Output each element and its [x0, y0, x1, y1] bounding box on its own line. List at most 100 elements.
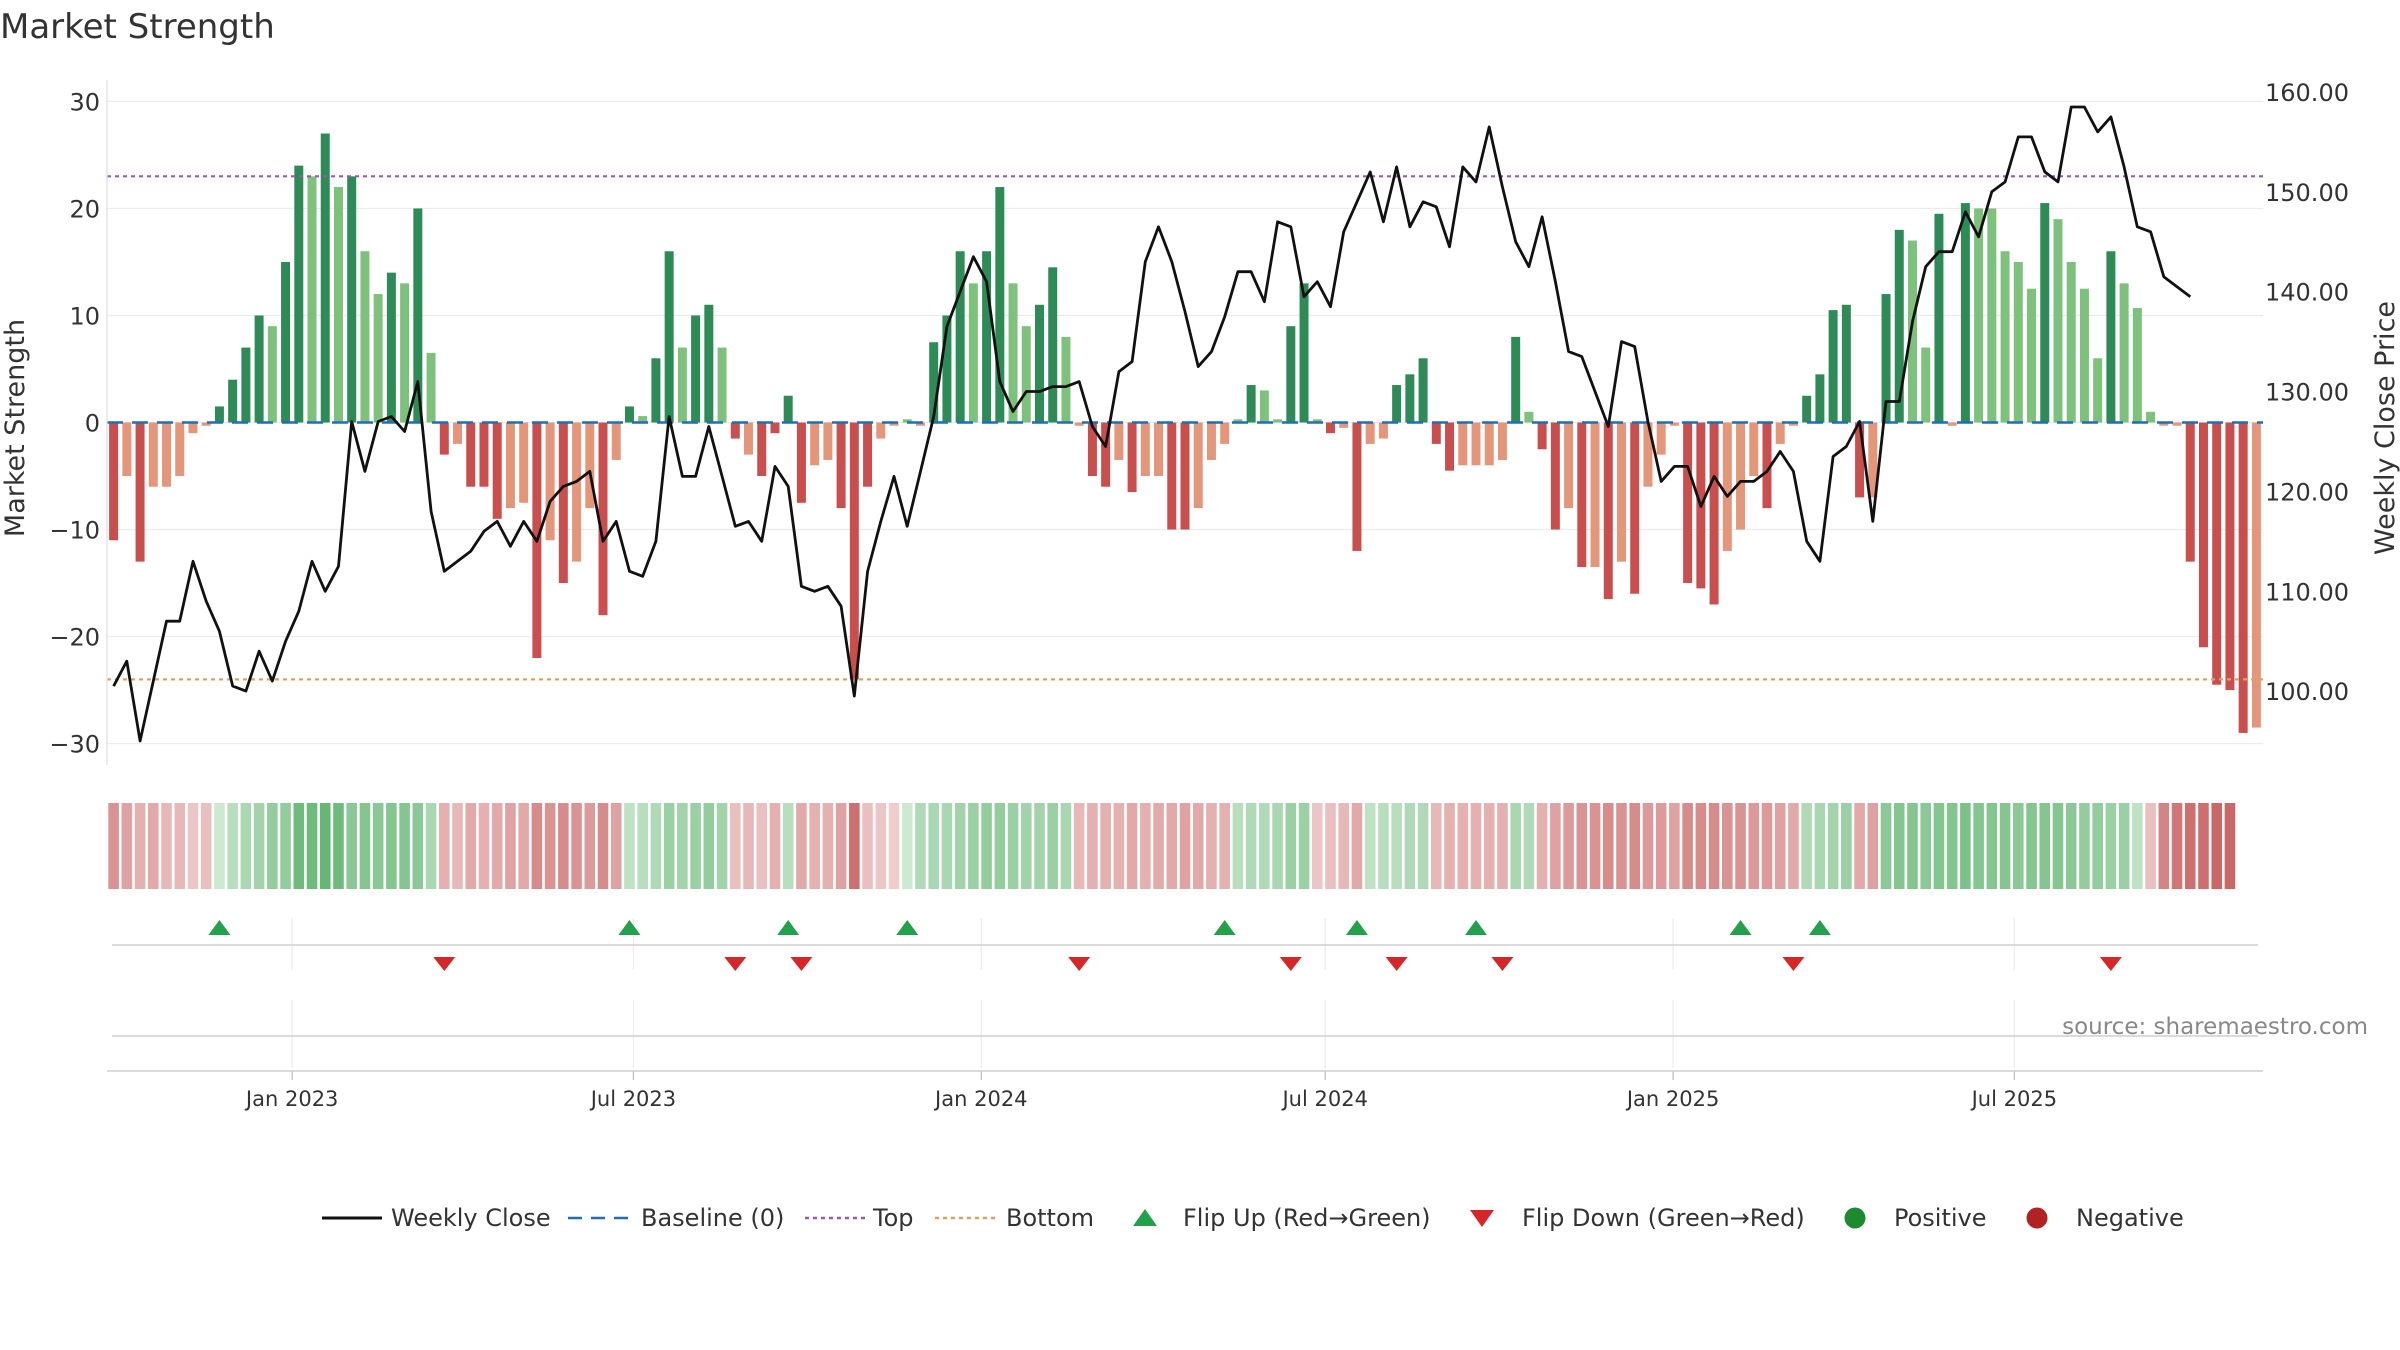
band-cell	[1034, 803, 1045, 889]
band-cell	[1801, 803, 1812, 889]
band-cell	[1457, 803, 1469, 889]
strength-bar	[1934, 213, 1944, 423]
band-cell	[1073, 803, 1085, 889]
band-cell	[1920, 803, 1932, 889]
strength-bar	[175, 422, 185, 477]
strength-bar	[1021, 326, 1031, 423]
strength-bar	[2225, 422, 2235, 691]
strength-bar	[1246, 385, 1256, 423]
band-cell	[1682, 803, 1693, 889]
strength-bar	[1749, 422, 1759, 477]
x-tick-label: Jul 2023	[589, 1087, 676, 1111]
band-cell	[306, 803, 318, 889]
y-right-tick-label: 140.00	[2265, 279, 2349, 307]
band-cell	[333, 803, 344, 889]
strength-bar	[889, 422, 899, 426]
band-cell	[637, 803, 648, 889]
strength-bar	[122, 422, 132, 477]
band-cell	[1060, 803, 1072, 889]
strength-bar	[214, 406, 224, 423]
strength-bar	[1074, 422, 1084, 426]
band-cell	[121, 803, 133, 889]
band-cell	[386, 803, 397, 889]
band-cell	[1431, 803, 1442, 889]
band-cell	[1602, 803, 1614, 889]
y-left-tick-label: −20	[49, 624, 100, 652]
legend-weekly-close-label: Weekly Close	[391, 1204, 551, 1232]
strength-bar	[2251, 422, 2261, 728]
strength-bar	[1325, 422, 1335, 434]
strength-bar	[426, 352, 436, 423]
strength-bar	[188, 422, 198, 434]
band-cell	[1192, 803, 1204, 889]
strength-bar	[611, 422, 621, 460]
band-cell	[174, 803, 186, 889]
legend-flip-up-swatch	[1133, 1209, 1157, 1226]
strength-band	[108, 803, 2236, 889]
strength-bar	[1907, 240, 1917, 423]
band-cell	[1814, 803, 1826, 889]
y-left-tick-label: 0	[85, 410, 100, 438]
band-cell	[716, 803, 728, 889]
legend: Weekly Close Baseline (0) Top Bottom Flip Up…	[322, 1204, 2184, 1232]
level-lines	[107, 175, 2263, 681]
band-cell	[1047, 803, 1059, 889]
band-cell	[452, 803, 463, 889]
strength-bar	[2146, 411, 2156, 423]
band-cell	[2105, 803, 2117, 889]
band-cell	[1245, 803, 1257, 889]
band-cell	[2158, 803, 2170, 889]
strength-bar	[783, 395, 793, 423]
band-cell	[2171, 803, 2183, 889]
band-cell	[1007, 803, 1019, 889]
strength-bar	[162, 422, 172, 487]
band-cell	[981, 803, 992, 889]
band-cell	[148, 803, 159, 889]
band-cell	[1854, 803, 1865, 889]
band-cell	[2145, 803, 2156, 889]
band-cell	[809, 803, 820, 889]
band-cell	[2092, 803, 2103, 889]
strength-bar	[1392, 385, 1402, 423]
band-cell	[359, 803, 371, 889]
strength-bar	[2079, 288, 2089, 423]
band-cell	[399, 803, 410, 889]
band-cell	[2118, 803, 2130, 889]
strength-bar	[929, 342, 939, 423]
strength-bar	[1048, 267, 1058, 423]
strength-bar	[1233, 419, 1243, 423]
band-cell	[1946, 803, 1958, 889]
band-cell	[756, 803, 768, 889]
band-cell	[1960, 803, 1971, 889]
band-cell	[1642, 803, 1654, 889]
y-right-tick-label: 130.00	[2265, 379, 2349, 407]
strength-bar	[717, 347, 727, 423]
strength-bar	[1101, 422, 1111, 487]
strength-bar	[770, 422, 780, 434]
strength-bar	[347, 176, 357, 423]
band-cell	[875, 803, 887, 889]
band-cell	[253, 803, 265, 889]
band-cell	[161, 803, 172, 889]
strength-bar	[2119, 283, 2129, 423]
band-cell	[1364, 803, 1376, 889]
strength-bar	[2027, 288, 2037, 423]
strength-bar	[466, 422, 476, 487]
band-cell	[214, 803, 225, 889]
band-cell	[267, 803, 278, 889]
strength-bar	[598, 422, 608, 616]
x-tick-label: Jul 2025	[1970, 1087, 2057, 1111]
band-cell	[1563, 803, 1574, 889]
band-cell	[1576, 803, 1588, 889]
strength-bar	[1352, 422, 1362, 551]
band-cell	[941, 803, 953, 889]
strength-bar	[651, 358, 661, 423]
strength-bar	[1974, 208, 1984, 423]
band-cell	[518, 803, 529, 889]
band-cell	[1391, 803, 1402, 889]
strength-bar	[1497, 422, 1507, 460]
strength-bar	[1365, 422, 1375, 444]
band-cell	[2184, 803, 2196, 889]
strength-bar	[413, 208, 423, 423]
